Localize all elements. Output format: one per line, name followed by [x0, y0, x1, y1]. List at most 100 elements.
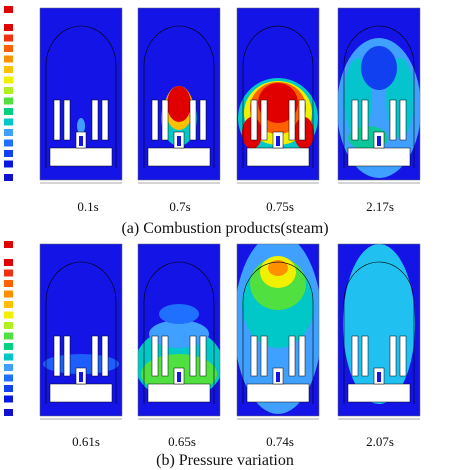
- rod: [351, 335, 359, 377]
- rod: [288, 335, 296, 377]
- frame: [137, 243, 221, 417]
- rod: [250, 99, 258, 141]
- base: [147, 383, 211, 403]
- core-inner: [79, 372, 83, 382]
- rod: [101, 335, 109, 377]
- contour-panel: [237, 244, 319, 416]
- rod: [161, 335, 169, 377]
- rod: [161, 99, 169, 141]
- contour-region: [343, 244, 415, 404]
- time-label: 0.65s: [168, 434, 196, 449]
- rod: [399, 99, 407, 141]
- legend-swatch: [4, 395, 13, 403]
- contour-panel: [338, 244, 420, 416]
- rod: [389, 99, 397, 141]
- rod: [288, 99, 296, 141]
- legend-swatch: [4, 174, 13, 181]
- legend-swatch: [4, 118, 13, 126]
- legend-swatch: [4, 385, 13, 392]
- frame: [236, 243, 320, 417]
- time-label: 2.17s: [366, 199, 394, 214]
- legend-swatch: [4, 290, 13, 298]
- vessel-outline: [343, 25, 415, 168]
- rod: [53, 335, 61, 377]
- time-label: 0.74s: [266, 434, 294, 449]
- rod: [63, 335, 71, 377]
- legend-swatch: [4, 45, 13, 52]
- time-label: 2.07s: [366, 434, 394, 449]
- rod: [91, 99, 99, 141]
- frame: [337, 7, 421, 181]
- rod: [91, 335, 99, 377]
- vessel-outline: [45, 261, 117, 404]
- legend-swatch: [4, 97, 13, 105]
- frame: [39, 7, 123, 181]
- core-inner: [377, 372, 381, 382]
- rod: [189, 99, 197, 141]
- frame: [137, 7, 221, 181]
- contour-region: [167, 86, 191, 122]
- vessel-outline: [143, 261, 215, 404]
- legend-swatch: [4, 269, 13, 277]
- contour-panel: [237, 8, 319, 180]
- legend-swatch: [4, 409, 13, 416]
- contour-region: [361, 46, 397, 90]
- rod: [298, 99, 306, 141]
- legend-swatch: [4, 129, 13, 136]
- vessel-outline: [242, 261, 314, 404]
- contour-panel: [138, 8, 220, 180]
- frame: [337, 243, 421, 417]
- legend-swatch: [4, 280, 13, 287]
- legend-swatch: [4, 301, 13, 308]
- legend-swatch: [4, 353, 13, 361]
- base: [49, 383, 113, 403]
- contour-panel: [40, 244, 122, 416]
- legend-swatch: [4, 374, 13, 382]
- frame: [39, 243, 123, 417]
- legend-swatch: [4, 259, 13, 266]
- contour-region: [77, 118, 85, 134]
- rod: [298, 335, 306, 377]
- rod: [260, 99, 268, 141]
- time-label: 0.7s: [169, 199, 190, 214]
- rod: [199, 335, 207, 377]
- vessel-outline: [242, 25, 314, 168]
- core-inner: [276, 136, 280, 146]
- caption: (a) Combustion products(steam): [121, 220, 328, 237]
- base: [147, 147, 211, 167]
- base: [347, 147, 411, 167]
- core-inner: [276, 372, 280, 382]
- base: [246, 147, 310, 167]
- base: [246, 383, 310, 403]
- base: [347, 383, 411, 403]
- rod: [151, 99, 159, 141]
- rod: [189, 335, 197, 377]
- legend-swatch: [4, 108, 13, 115]
- contour-region: [43, 354, 119, 374]
- legend-swatch: [4, 139, 13, 147]
- legend-swatch: [4, 160, 13, 168]
- legend-swatch: [4, 241, 13, 248]
- legend-swatch: [4, 66, 13, 73]
- rod: [63, 99, 71, 141]
- vessel-outline: [45, 25, 117, 168]
- rod: [351, 99, 359, 141]
- rod: [151, 335, 159, 377]
- time-label: 0.75s: [266, 199, 294, 214]
- legend-swatch: [4, 76, 13, 84]
- rod: [361, 335, 369, 377]
- rod: [199, 99, 207, 141]
- legend-swatch: [4, 364, 13, 371]
- rod: [389, 335, 397, 377]
- contour-panel: [138, 244, 220, 416]
- contour-panel: [338, 8, 420, 180]
- vessel-outline: [343, 261, 415, 404]
- legend-swatch: [4, 87, 13, 94]
- contour-region: [159, 304, 199, 324]
- time-label: 0.61s: [72, 434, 100, 449]
- core-inner: [79, 136, 83, 146]
- legend-swatch: [4, 55, 13, 63]
- core-inner: [177, 136, 181, 146]
- time-label: 0.1s: [77, 199, 98, 214]
